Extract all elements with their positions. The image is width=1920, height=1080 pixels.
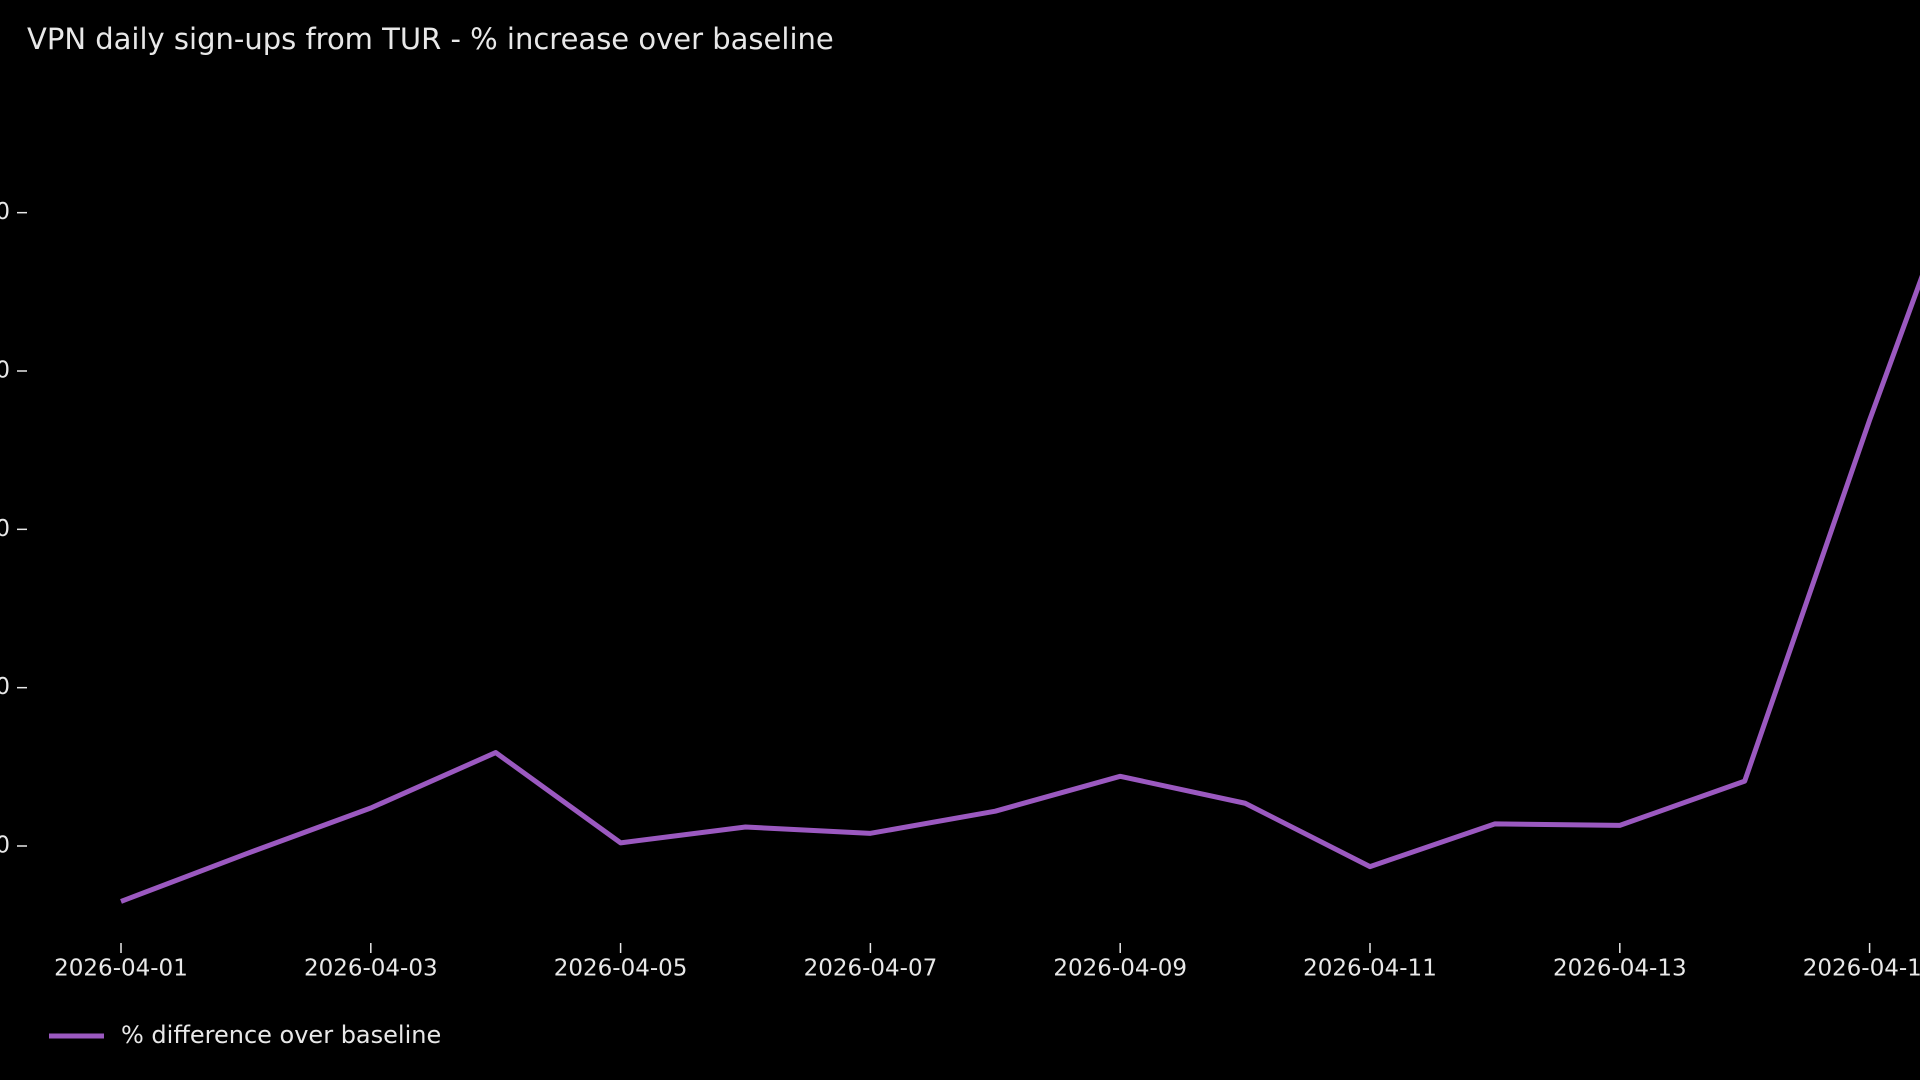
y-tick-label: 300: [0, 358, 10, 384]
y-tick-label: 100: [0, 674, 10, 700]
x-tick-label: 2026-04-01: [54, 956, 188, 982]
x-tick-label: 2026-04-03: [304, 956, 438, 982]
y-tick-label: 200: [0, 516, 10, 542]
y-tick-label: 0: [0, 833, 10, 859]
x-tick-label: 2026-04-13: [1553, 956, 1687, 982]
x-tick-label: 2026-04-11: [1303, 956, 1437, 982]
legend-label: % difference over baseline: [121, 1021, 441, 1049]
x-tick-label: 2026-04-15: [1803, 956, 1920, 982]
y-tick-label: 400: [0, 199, 10, 225]
x-tick-label: 2026-04-09: [1053, 956, 1187, 982]
data-line: [120, 274, 1920, 904]
x-tick-label: 2026-04-05: [554, 956, 688, 982]
x-tick-label: 2026-04-07: [804, 956, 938, 982]
chart-title: VPN daily sign-ups from TUR - % increase…: [27, 22, 834, 56]
